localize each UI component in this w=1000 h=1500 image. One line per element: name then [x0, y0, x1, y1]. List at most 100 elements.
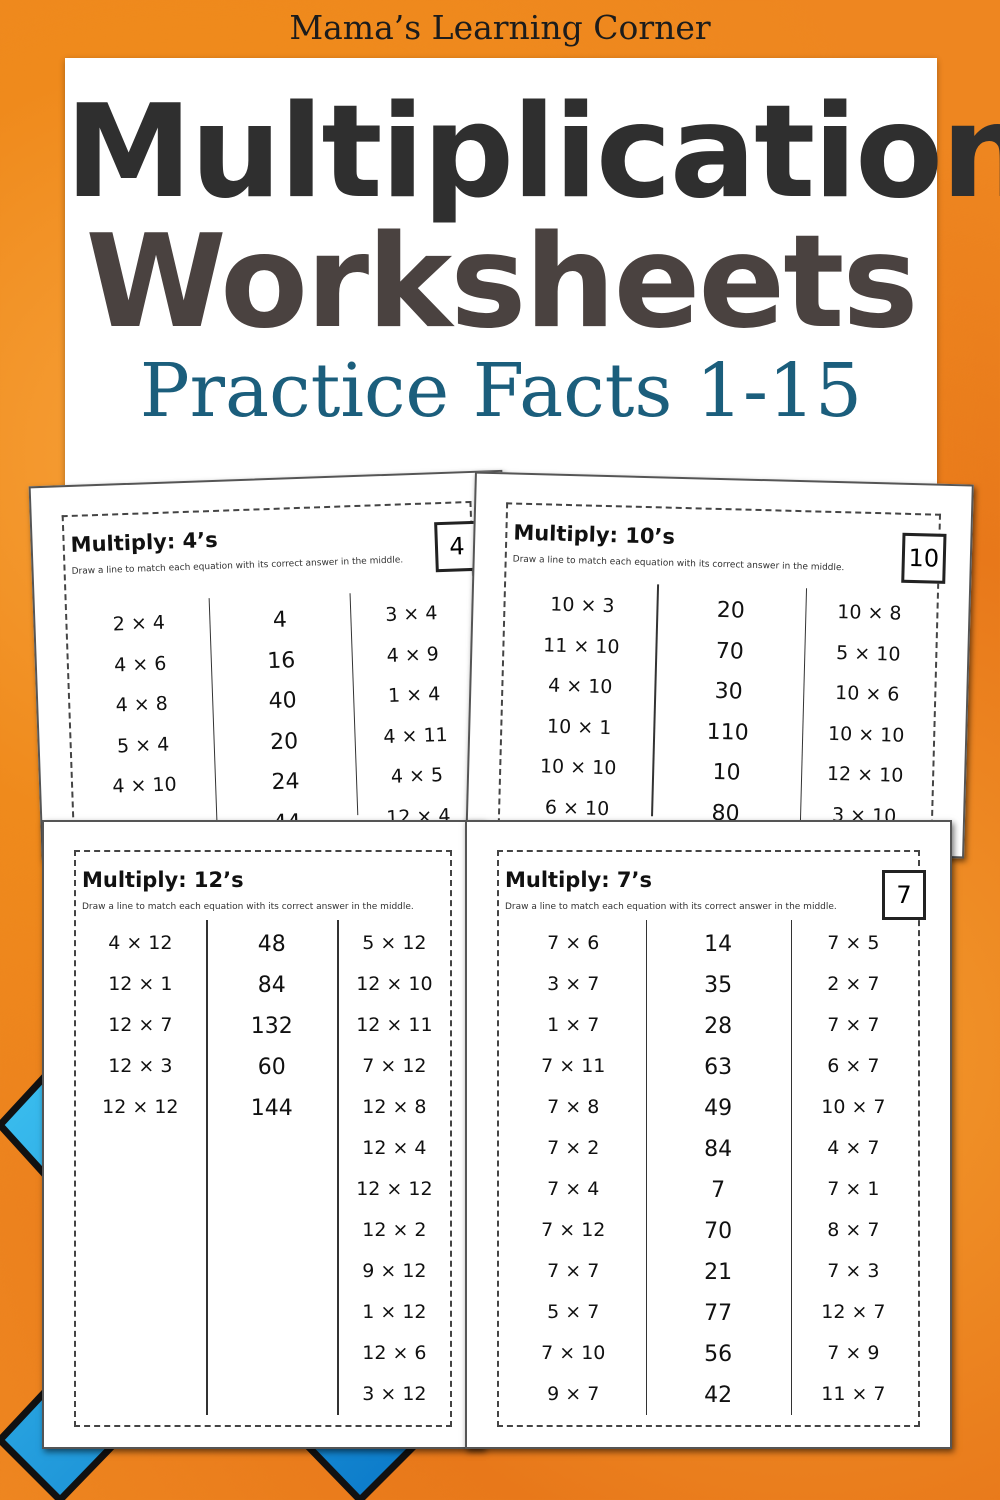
worksheet-title: Multiply: 12’s	[82, 868, 244, 892]
cell-right: 7 × 7	[827, 1014, 880, 1036]
cell-right: 12 × 10	[826, 762, 904, 787]
cell-right: 7 × 9	[827, 1342, 880, 1364]
cell-right: 4 × 7	[827, 1137, 880, 1159]
cell-middle: 20	[716, 597, 746, 624]
cell-middle: 7	[711, 1178, 726, 1203]
cell-right: 11 × 7	[821, 1383, 886, 1405]
cell-right: 10 × 7	[821, 1096, 886, 1118]
cell-middle: 132	[250, 1014, 293, 1039]
cell-middle: 16	[266, 647, 296, 674]
cell-middle: 60	[257, 1055, 286, 1080]
cell-right: 10 × 6	[834, 682, 900, 706]
worksheet: Multiply: 10’s Draw a line to match each …	[465, 471, 974, 859]
cell-right: 12 × 8	[362, 1096, 427, 1118]
cell-right: 10 × 10	[827, 722, 905, 747]
column-divider	[206, 920, 208, 1415]
instruction: Draw a line to match each equation with …	[505, 902, 837, 912]
cell-left: 7 × 2	[547, 1137, 600, 1159]
cell-left: 4 × 12	[108, 932, 173, 954]
cell-middle: 49	[704, 1096, 733, 1121]
cell-middle: 77	[704, 1301, 733, 1326]
cell-right: 7 × 3	[827, 1260, 880, 1282]
title-card: Multiplication Worksheets Practice Facts…	[65, 58, 1000, 490]
cell-right: 12 × 12	[356, 1178, 433, 1200]
cell-middle: 40	[268, 688, 298, 715]
title-line: Worksheets	[85, 208, 918, 357]
cell-right: 8 × 7	[827, 1219, 880, 1241]
cell-right: 10 × 8	[836, 601, 902, 625]
cell-middle: 20	[269, 728, 299, 755]
cell-right: 7 × 1	[827, 1178, 880, 1200]
cell-left: 7 × 7	[547, 1260, 600, 1282]
cell-left: 7 × 12	[541, 1219, 606, 1241]
cell-right: 4 × 5	[390, 764, 444, 788]
cell-middle: 48	[257, 932, 286, 957]
column-divider	[337, 920, 339, 1415]
cell-left: 12 × 1	[108, 973, 173, 995]
cell-middle: 35	[704, 973, 733, 998]
cell-left: 7 × 10	[541, 1342, 606, 1364]
cell-left: 2 × 4	[112, 611, 166, 636]
dashed-border	[497, 850, 920, 1427]
cell-left: 12 × 12	[102, 1096, 179, 1118]
worksheet: Multiply: 4’s Draw a line to match each e…	[28, 469, 516, 861]
cell-left: 6 × 10	[544, 795, 610, 820]
cell-left: 3 × 7	[547, 973, 600, 995]
cell-middle: 63	[704, 1055, 733, 1080]
cell-left: 4 × 6	[113, 652, 167, 677]
cell-right: 12 × 6	[362, 1342, 427, 1364]
badge: 10	[901, 532, 947, 584]
cell-left: 10 × 10	[539, 755, 617, 780]
cell-right: 9 × 12	[362, 1260, 427, 1282]
cell-left: 10 × 3	[549, 593, 615, 618]
cell-right: 12 × 4	[362, 1137, 427, 1159]
cell-right: 1 × 4	[387, 683, 441, 707]
cell-left: 4 × 8	[115, 692, 169, 717]
cell-middle: 70	[704, 1219, 733, 1244]
cell-middle: 14	[704, 932, 733, 957]
cell-left: 5 × 4	[116, 733, 170, 757]
cell-middle: 144	[250, 1096, 293, 1121]
cell-middle: 21	[704, 1260, 733, 1285]
worksheet-title: Multiply: 10’s	[513, 520, 676, 549]
cell-middle: 10	[712, 759, 741, 786]
cell-middle: 84	[257, 973, 286, 998]
cell-right: 7 × 5	[827, 932, 880, 954]
cell-left: 4 × 10	[112, 773, 178, 798]
subtitle: Practice Facts 1-15	[139, 348, 863, 434]
cell-left: 10 × 1	[546, 715, 612, 739]
cell-left: 7 × 8	[547, 1096, 600, 1118]
cell-middle: 30	[714, 678, 744, 705]
worksheet-title: Multiply: 4’s	[70, 527, 219, 557]
cell-left: 12 × 7	[108, 1014, 173, 1036]
cell-right: 5 × 12	[362, 932, 427, 954]
cell-right: 4 × 9	[386, 642, 440, 667]
column-divider	[645, 920, 648, 1415]
cell-middle: 28	[704, 1014, 733, 1039]
cell-left: 11 × 10	[542, 633, 620, 658]
cell-middle: 4	[272, 607, 288, 633]
cell-middle: 110	[706, 719, 749, 746]
brand: Mama’s Learning Corner	[289, 8, 711, 47]
cell-middle: 56	[704, 1342, 733, 1367]
cell-right: 4 × 11	[383, 723, 449, 748]
dashed-border	[74, 850, 452, 1427]
cell-right: 3 × 12	[362, 1383, 427, 1405]
badge: 7	[882, 870, 926, 920]
worksheet: Multiply: 12’s Draw a line to match each …	[42, 820, 484, 1449]
title-line: Multiplication	[65, 78, 1000, 227]
cell-right: 5 × 10	[835, 641, 901, 666]
cell-left: 9 × 7	[547, 1383, 600, 1405]
cell-left: 5 × 7	[547, 1301, 600, 1323]
cell-left: 7 × 11	[541, 1055, 606, 1077]
cell-right: 7 × 12	[362, 1055, 427, 1077]
cell-right: 12 × 11	[356, 1014, 433, 1036]
cell-right: 2 × 7	[827, 973, 880, 995]
cell-right: 12 × 7	[821, 1301, 886, 1323]
column-divider	[790, 920, 793, 1415]
cell-right: 12 × 10	[356, 973, 433, 995]
cell-left: 7 × 4	[547, 1178, 600, 1200]
cell-middle: 42	[704, 1383, 733, 1408]
cell-right: 3 × 4	[384, 602, 438, 627]
